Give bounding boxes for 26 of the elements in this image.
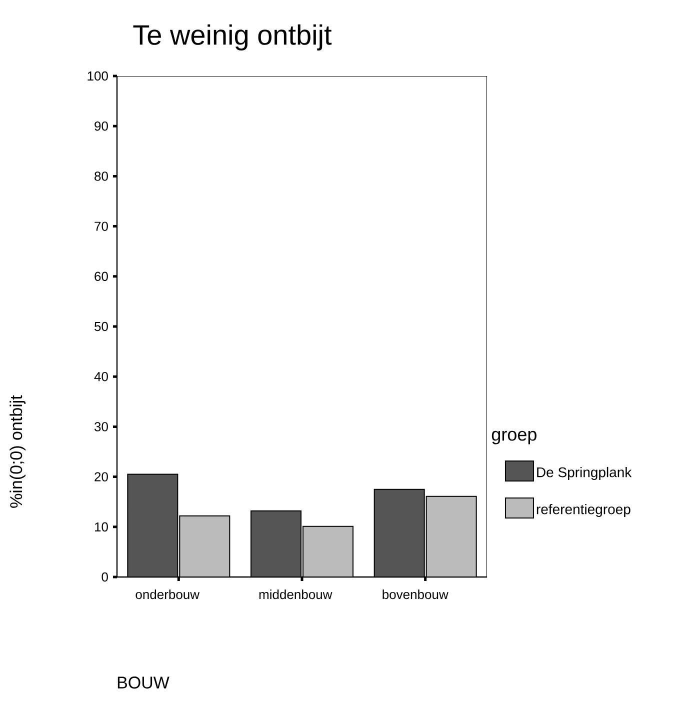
y-tick-label: 90 [94, 121, 108, 131]
bar [179, 515, 230, 578]
chart-title: Te weinig ontbijt [133, 24, 332, 50]
y-tick-label: 100 [88, 71, 108, 81]
y-axis-title: %in(0;0) ontbijt [10, 395, 26, 508]
x-tick-label: onderbouw [136, 590, 200, 600]
y-tick-label: 80 [94, 172, 108, 181]
legend-label: referentiegroep [536, 504, 630, 518]
bar [426, 496, 477, 578]
x-tick-label: middenbouw [259, 590, 332, 600]
x-tick-label: bovenbouw [382, 590, 448, 600]
y-tick-label: 0 [102, 572, 108, 582]
bar [374, 488, 425, 578]
y-tick-label: 60 [94, 272, 108, 281]
bar [127, 474, 178, 578]
bar [250, 510, 302, 578]
y-tick-label: 40 [94, 372, 108, 382]
y-tick-label: 10 [94, 522, 108, 532]
legend-label: De Springplank [537, 466, 632, 480]
bar [302, 526, 354, 578]
y-tick-label: 30 [94, 422, 108, 432]
y-tick-label: 20 [94, 472, 108, 482]
y-tick-label: 50 [94, 322, 108, 332]
legend-title: groep [492, 430, 536, 444]
y-tick-label: 70 [94, 222, 108, 231]
x-axis-title: BOUW [118, 676, 170, 689]
